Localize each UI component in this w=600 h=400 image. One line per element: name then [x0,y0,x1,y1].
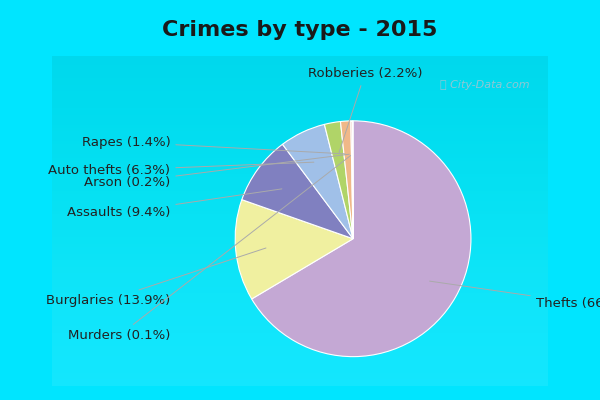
Text: Auto thefts (6.3%): Auto thefts (6.3%) [49,162,314,177]
Text: Robberies (2.2%): Robberies (2.2%) [308,67,422,152]
Text: Murders (0.1%): Murders (0.1%) [68,156,350,342]
Text: Thefts (66.4%): Thefts (66.4%) [430,281,600,310]
Wedge shape [325,122,353,239]
Wedge shape [283,124,353,239]
Text: Burglaries (13.9%): Burglaries (13.9%) [46,248,266,306]
Text: ⓘ City-Data.com: ⓘ City-Data.com [440,80,530,90]
Wedge shape [340,121,353,239]
Text: Arson (0.2%): Arson (0.2%) [84,154,349,189]
Wedge shape [252,121,471,357]
Wedge shape [352,121,353,239]
Text: Crimes by type - 2015: Crimes by type - 2015 [163,20,437,40]
Text: Assaults (9.4%): Assaults (9.4%) [67,189,282,219]
Text: Rapes (1.4%): Rapes (1.4%) [82,136,345,154]
Wedge shape [242,144,353,239]
Wedge shape [235,200,353,299]
Wedge shape [351,121,353,239]
